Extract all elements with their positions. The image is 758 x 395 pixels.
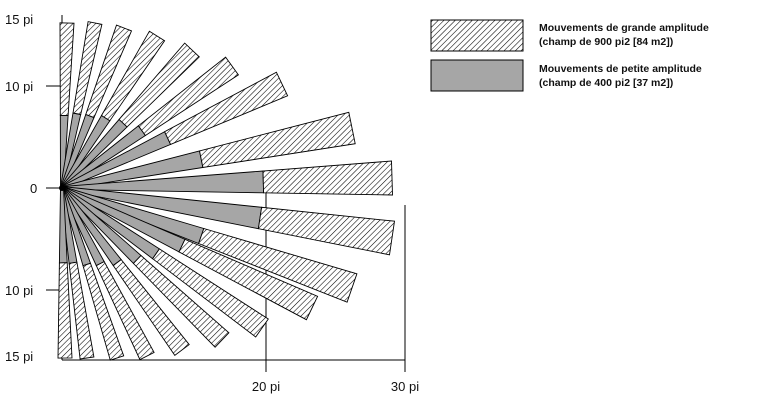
beam-10-large-zone — [257, 206, 396, 256]
beam-8-large-zone — [198, 111, 356, 169]
beam-6-large-zone — [137, 56, 240, 137]
beam-2-large-zone — [72, 21, 103, 116]
beam-16-large-zone — [95, 261, 155, 361]
beam-15-large-zone — [112, 258, 190, 357]
beam-17-large-zone — [82, 262, 125, 361]
beam-14-large-zone — [132, 254, 230, 348]
legend-small-line1: Mouvements de petite amplitude — [539, 63, 702, 75]
legend-swatch-large — [430, 19, 524, 52]
beam-12-large-zone — [178, 238, 319, 321]
legend-large-line1: Mouvements de grande amplitude — [539, 22, 709, 34]
beam-11-large-zone — [198, 227, 358, 303]
detection-fan — [57, 21, 396, 361]
legend-swatch-small — [430, 59, 524, 92]
beam-13-large-zone — [151, 248, 269, 338]
legend: Mouvements de grande amplitude (champ de… — [430, 19, 709, 92]
y-label-upper: 10 pi — [5, 79, 33, 94]
x-label-20: 20 pi — [252, 379, 280, 394]
y-label-center: 0 — [30, 181, 37, 196]
y-label-bottom: 15 pi — [5, 349, 33, 364]
beam-18-large-zone — [68, 261, 95, 360]
y-label-top: 15 pi — [5, 12, 33, 27]
beam-19-large-zone — [57, 262, 73, 359]
beam-5-large-zone — [118, 42, 200, 128]
y-label-lower: 10 pi — [5, 283, 33, 298]
beam-1-large-zone — [59, 22, 75, 116]
beam-7-large-zone — [164, 71, 289, 145]
legend-large-line2: (champ de 900 pi2 [84 m2]) — [539, 36, 673, 48]
beam-4-large-zone — [100, 30, 166, 122]
x-label-30: 30 pi — [391, 379, 419, 394]
sensor-origin — [59, 185, 65, 191]
legend-small-line2: (champ de 400 pi2 [37 m2]) — [539, 77, 673, 89]
beam-3-large-zone — [85, 24, 133, 119]
beam-9-large-zone — [262, 160, 393, 196]
